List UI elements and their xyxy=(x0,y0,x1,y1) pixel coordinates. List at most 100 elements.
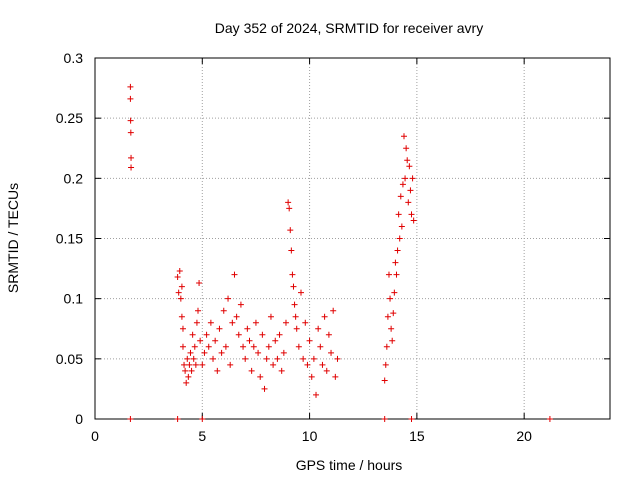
data-point xyxy=(257,373,264,380)
data-point xyxy=(237,301,244,308)
data-point xyxy=(203,331,210,338)
data-point xyxy=(408,416,415,422)
data-point xyxy=(182,367,189,374)
data-point xyxy=(407,187,414,194)
data-point xyxy=(272,337,279,344)
data-point xyxy=(178,283,185,290)
data-point xyxy=(218,349,225,356)
data-point xyxy=(293,325,300,332)
data-point xyxy=(128,154,135,161)
data-point xyxy=(393,271,400,278)
data-point xyxy=(285,199,292,206)
data-point xyxy=(330,307,337,314)
data-point xyxy=(127,83,134,90)
data-point xyxy=(212,337,219,344)
data-point xyxy=(308,373,315,380)
data-point xyxy=(128,164,135,171)
data-point xyxy=(193,319,200,326)
data-point xyxy=(384,313,391,320)
x-axis-label: GPS time / hours xyxy=(296,457,403,473)
data-point xyxy=(292,313,299,320)
data-point xyxy=(282,319,289,326)
data-point xyxy=(334,355,341,362)
data-point xyxy=(197,337,204,344)
data-point xyxy=(174,416,181,422)
data-point xyxy=(408,211,415,218)
data-point xyxy=(179,325,186,332)
data-point xyxy=(390,310,397,317)
data-point xyxy=(270,361,277,368)
data-point xyxy=(261,385,268,392)
data-point xyxy=(274,355,281,362)
data-point xyxy=(382,361,389,368)
data-point xyxy=(287,227,294,234)
data-point xyxy=(395,211,402,218)
data-point xyxy=(244,325,251,332)
data-point xyxy=(255,349,262,356)
data-point xyxy=(398,223,405,230)
data-point xyxy=(317,343,324,350)
data-point xyxy=(332,373,339,380)
data-point xyxy=(298,289,304,296)
data-point xyxy=(306,337,313,344)
data-point xyxy=(183,379,190,386)
data-point xyxy=(290,283,297,290)
data-point xyxy=(263,355,270,362)
data-point xyxy=(127,416,134,422)
data-point xyxy=(199,416,206,422)
data-point xyxy=(404,157,411,164)
data-point xyxy=(276,331,283,338)
data-point xyxy=(229,319,236,326)
data-point xyxy=(259,331,266,338)
data-point xyxy=(304,361,311,368)
data-point xyxy=(181,361,188,368)
data-point xyxy=(189,331,196,338)
data-point xyxy=(252,319,259,326)
data-point xyxy=(216,325,223,332)
y-tick-label: 0.3 xyxy=(64,50,84,66)
x-tick-label: 20 xyxy=(516,428,532,444)
data-point xyxy=(176,267,183,274)
data-point xyxy=(401,133,407,140)
data-point xyxy=(205,343,212,350)
data-point xyxy=(288,247,295,254)
y-tick-label: 0.25 xyxy=(56,110,83,126)
data-point xyxy=(394,247,401,254)
data-point xyxy=(127,95,134,102)
data-point xyxy=(186,361,193,368)
plot-area-border xyxy=(94,57,611,420)
data-point xyxy=(405,199,412,206)
data-point xyxy=(225,295,232,302)
x-tick-label: 15 xyxy=(409,428,425,444)
y-axis-label: SRMTID / TECUs xyxy=(5,183,21,293)
data-point xyxy=(174,274,181,281)
data-point xyxy=(246,337,253,344)
data-point xyxy=(187,349,194,356)
data-point xyxy=(319,361,326,368)
data-point xyxy=(325,331,332,338)
y-tick-label: 0.2 xyxy=(64,170,84,186)
axis-ticks: 0 5 10 15 20 0 0.05 0.1 0.15 0.2 0.25 0.3 xyxy=(56,50,610,444)
data-point xyxy=(248,367,255,374)
data-point xyxy=(391,289,398,296)
data-point xyxy=(127,129,134,136)
y-tick-label: 0 xyxy=(75,411,83,427)
data-point xyxy=(313,391,320,398)
data-point xyxy=(328,349,335,356)
data-point xyxy=(300,355,307,362)
data-point xyxy=(323,367,330,374)
data-point xyxy=(396,235,403,242)
grid-lines xyxy=(95,58,610,419)
data-point xyxy=(214,367,221,374)
data-point xyxy=(235,331,242,338)
data-point xyxy=(227,361,234,368)
data-point xyxy=(403,145,410,152)
data-point xyxy=(385,271,392,278)
data-point xyxy=(179,343,186,350)
data-point xyxy=(177,295,184,302)
data-point xyxy=(175,289,182,296)
chart-title: Day 352 of 2024, SRMTID for receiver avr… xyxy=(215,20,483,36)
data-point xyxy=(240,343,247,350)
data-point xyxy=(278,367,285,374)
